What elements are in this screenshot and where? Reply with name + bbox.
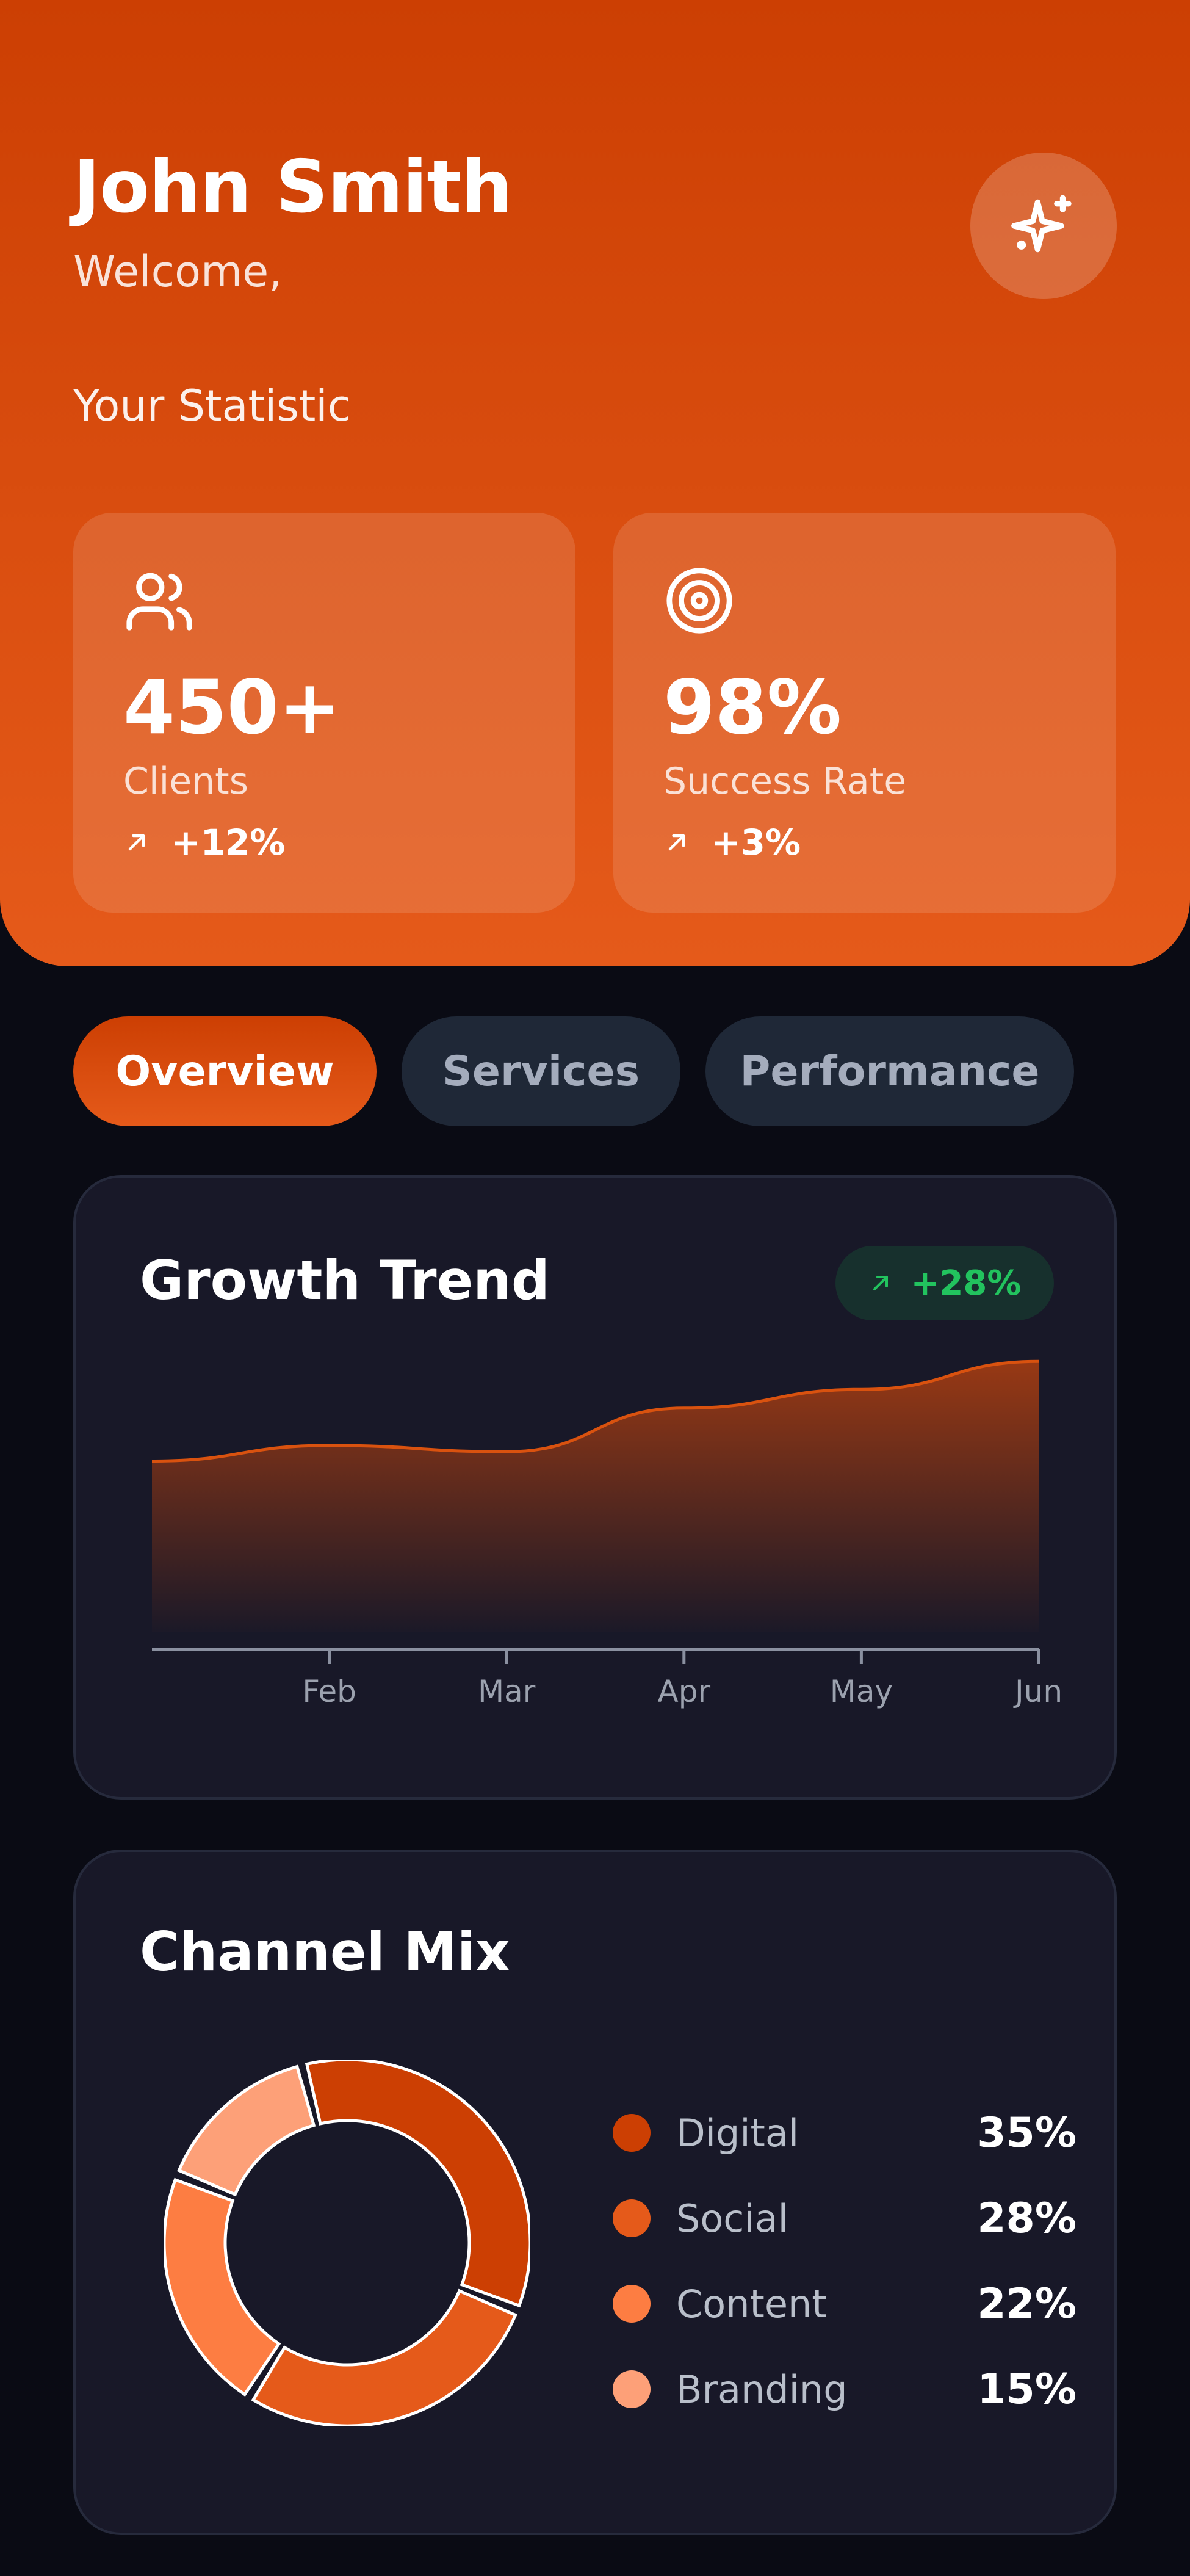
growth-trend-title: Growth Trend [140, 1249, 550, 1312]
stat-card-clients[interactable]: 450+ Clients +12% [73, 513, 575, 913]
series-line [151, 1359, 1039, 1463]
legend-swatch [613, 2199, 651, 2237]
legend-label: Social [676, 2196, 788, 2241]
x-tick-label: May [830, 1674, 893, 1709]
clients-value: 450+ [123, 664, 341, 751]
x-tick-label: Apr [658, 1674, 711, 1709]
tab-overview-label: Overview [115, 1047, 334, 1096]
donut-slice-content[interactable] [164, 2177, 281, 2397]
growth-badge: +28% [835, 1246, 1054, 1320]
sparkles-button[interactable] [970, 153, 1117, 299]
donut-slice-branding[interactable] [177, 2064, 316, 2197]
legend-label: Branding [676, 2367, 848, 2412]
channel-mix-title: Channel Mix [140, 1920, 510, 1983]
welcome-text: Welcome, [73, 247, 283, 297]
users-icon [126, 573, 192, 631]
legend-label: Content [676, 2281, 827, 2326]
target-icon [666, 568, 732, 634]
tab-performance[interactable]: Performance [705, 1016, 1074, 1126]
growth-badge-value: +28% [911, 1263, 1022, 1303]
x-tick-label: Mar [478, 1674, 536, 1709]
legend-value: 22% [977, 2279, 1076, 2328]
channel-donut-chart [164, 2060, 530, 2426]
success-rate-label: Success Rate [663, 760, 907, 803]
channel-mix-card: Channel Mix Digital 35% Social 28% Content 22… [73, 1850, 1117, 2535]
legend-swatch [613, 2114, 651, 2152]
user-name: John Smith [73, 145, 513, 230]
legend-swatch [613, 2285, 651, 2323]
legend-label: Digital [676, 2110, 799, 2155]
legend-swatch [613, 2370, 651, 2408]
tab-overview[interactable]: Overview [73, 1016, 377, 1126]
legend-value: 35% [977, 2108, 1076, 2157]
growth-trend-card: Growth Trend +28% Feb Mar Apr May Jun [73, 1175, 1117, 1800]
sparkles-icon [1011, 195, 1072, 253]
clients-change-value: +12% [171, 822, 286, 863]
success-rate-change: +3% [663, 822, 801, 863]
legend-value: 28% [977, 2194, 1076, 2243]
area-fill [152, 1361, 1039, 1632]
x-tick-label: Feb [302, 1674, 356, 1709]
arrow-up-right-icon [668, 834, 685, 851]
legend-item-content[interactable]: Content 22% [613, 2279, 1076, 2328]
success-rate-value: 98% [663, 664, 842, 751]
header-hero: John Smith Welcome, Your Statistic 450+ … [0, 0, 1190, 966]
arrow-up-right-icon [873, 1276, 888, 1290]
donut-slice-digital[interactable] [305, 2060, 530, 2308]
tab-services-label: Services [442, 1047, 640, 1096]
legend-item-social[interactable]: Social 28% [613, 2194, 1076, 2243]
growth-area-chart: Feb Mar Apr May Jun [151, 1359, 1062, 1709]
clients-change: +12% [123, 822, 286, 863]
tab-performance-label: Performance [740, 1047, 1040, 1096]
stat-card-success-rate[interactable]: 98% Success Rate +3% [613, 513, 1116, 913]
donut-slice-social[interactable] [251, 2288, 517, 2426]
x-tick-label: Jun [1013, 1674, 1062, 1709]
legend-item-branding[interactable]: Branding 15% [613, 2365, 1076, 2414]
tab-services[interactable]: Services [402, 1016, 680, 1126]
arrow-up-right-icon [128, 834, 145, 851]
statistics-heading: Your Statistic [73, 381, 352, 431]
legend-item-digital[interactable]: Digital 35% [613, 2108, 1076, 2157]
clients-label: Clients [123, 760, 248, 803]
legend-value: 15% [977, 2365, 1076, 2414]
success-rate-change-value: +3% [711, 822, 801, 863]
